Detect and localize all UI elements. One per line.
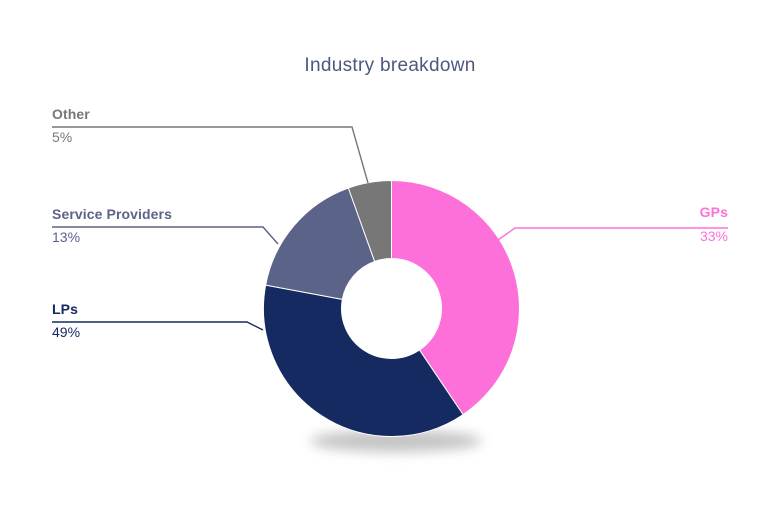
callout-gps-label: GPs [699, 204, 728, 220]
donut-segment-other[interactable] [347, 180, 392, 262]
callout-lps-label: LPs [52, 301, 78, 317]
leader-line-lps [52, 321, 264, 331]
callout-gps: GPs 33% [700, 205, 728, 243]
callout-service-providers: Service Providers 13% [52, 207, 172, 244]
donut-segment-service-providers[interactable] [265, 187, 376, 300]
callout-gps-value: 33% [699, 228, 728, 244]
leader-line-service-providers [52, 226, 279, 245]
callout-service-providers-label: Service Providers [52, 206, 172, 222]
callout-other: Other 5% [52, 107, 90, 144]
callout-lps-value: 49% [52, 324, 81, 340]
chart-title: Industry breakdown [304, 55, 476, 76]
leader-line-other [52, 126, 369, 184]
leader-line-gps [497, 227, 728, 241]
donut-drop-shadow [310, 430, 482, 452]
donut-segment-gps[interactable] [391, 180, 520, 416]
donut-segments [263, 180, 520, 438]
donut-segment-lps[interactable] [263, 284, 464, 438]
callout-lps: LPs 49% [52, 302, 80, 339]
callout-other-label: Other [52, 106, 90, 122]
callout-other-value: 5% [52, 129, 73, 145]
callout-service-providers-value: 13% [52, 229, 81, 245]
